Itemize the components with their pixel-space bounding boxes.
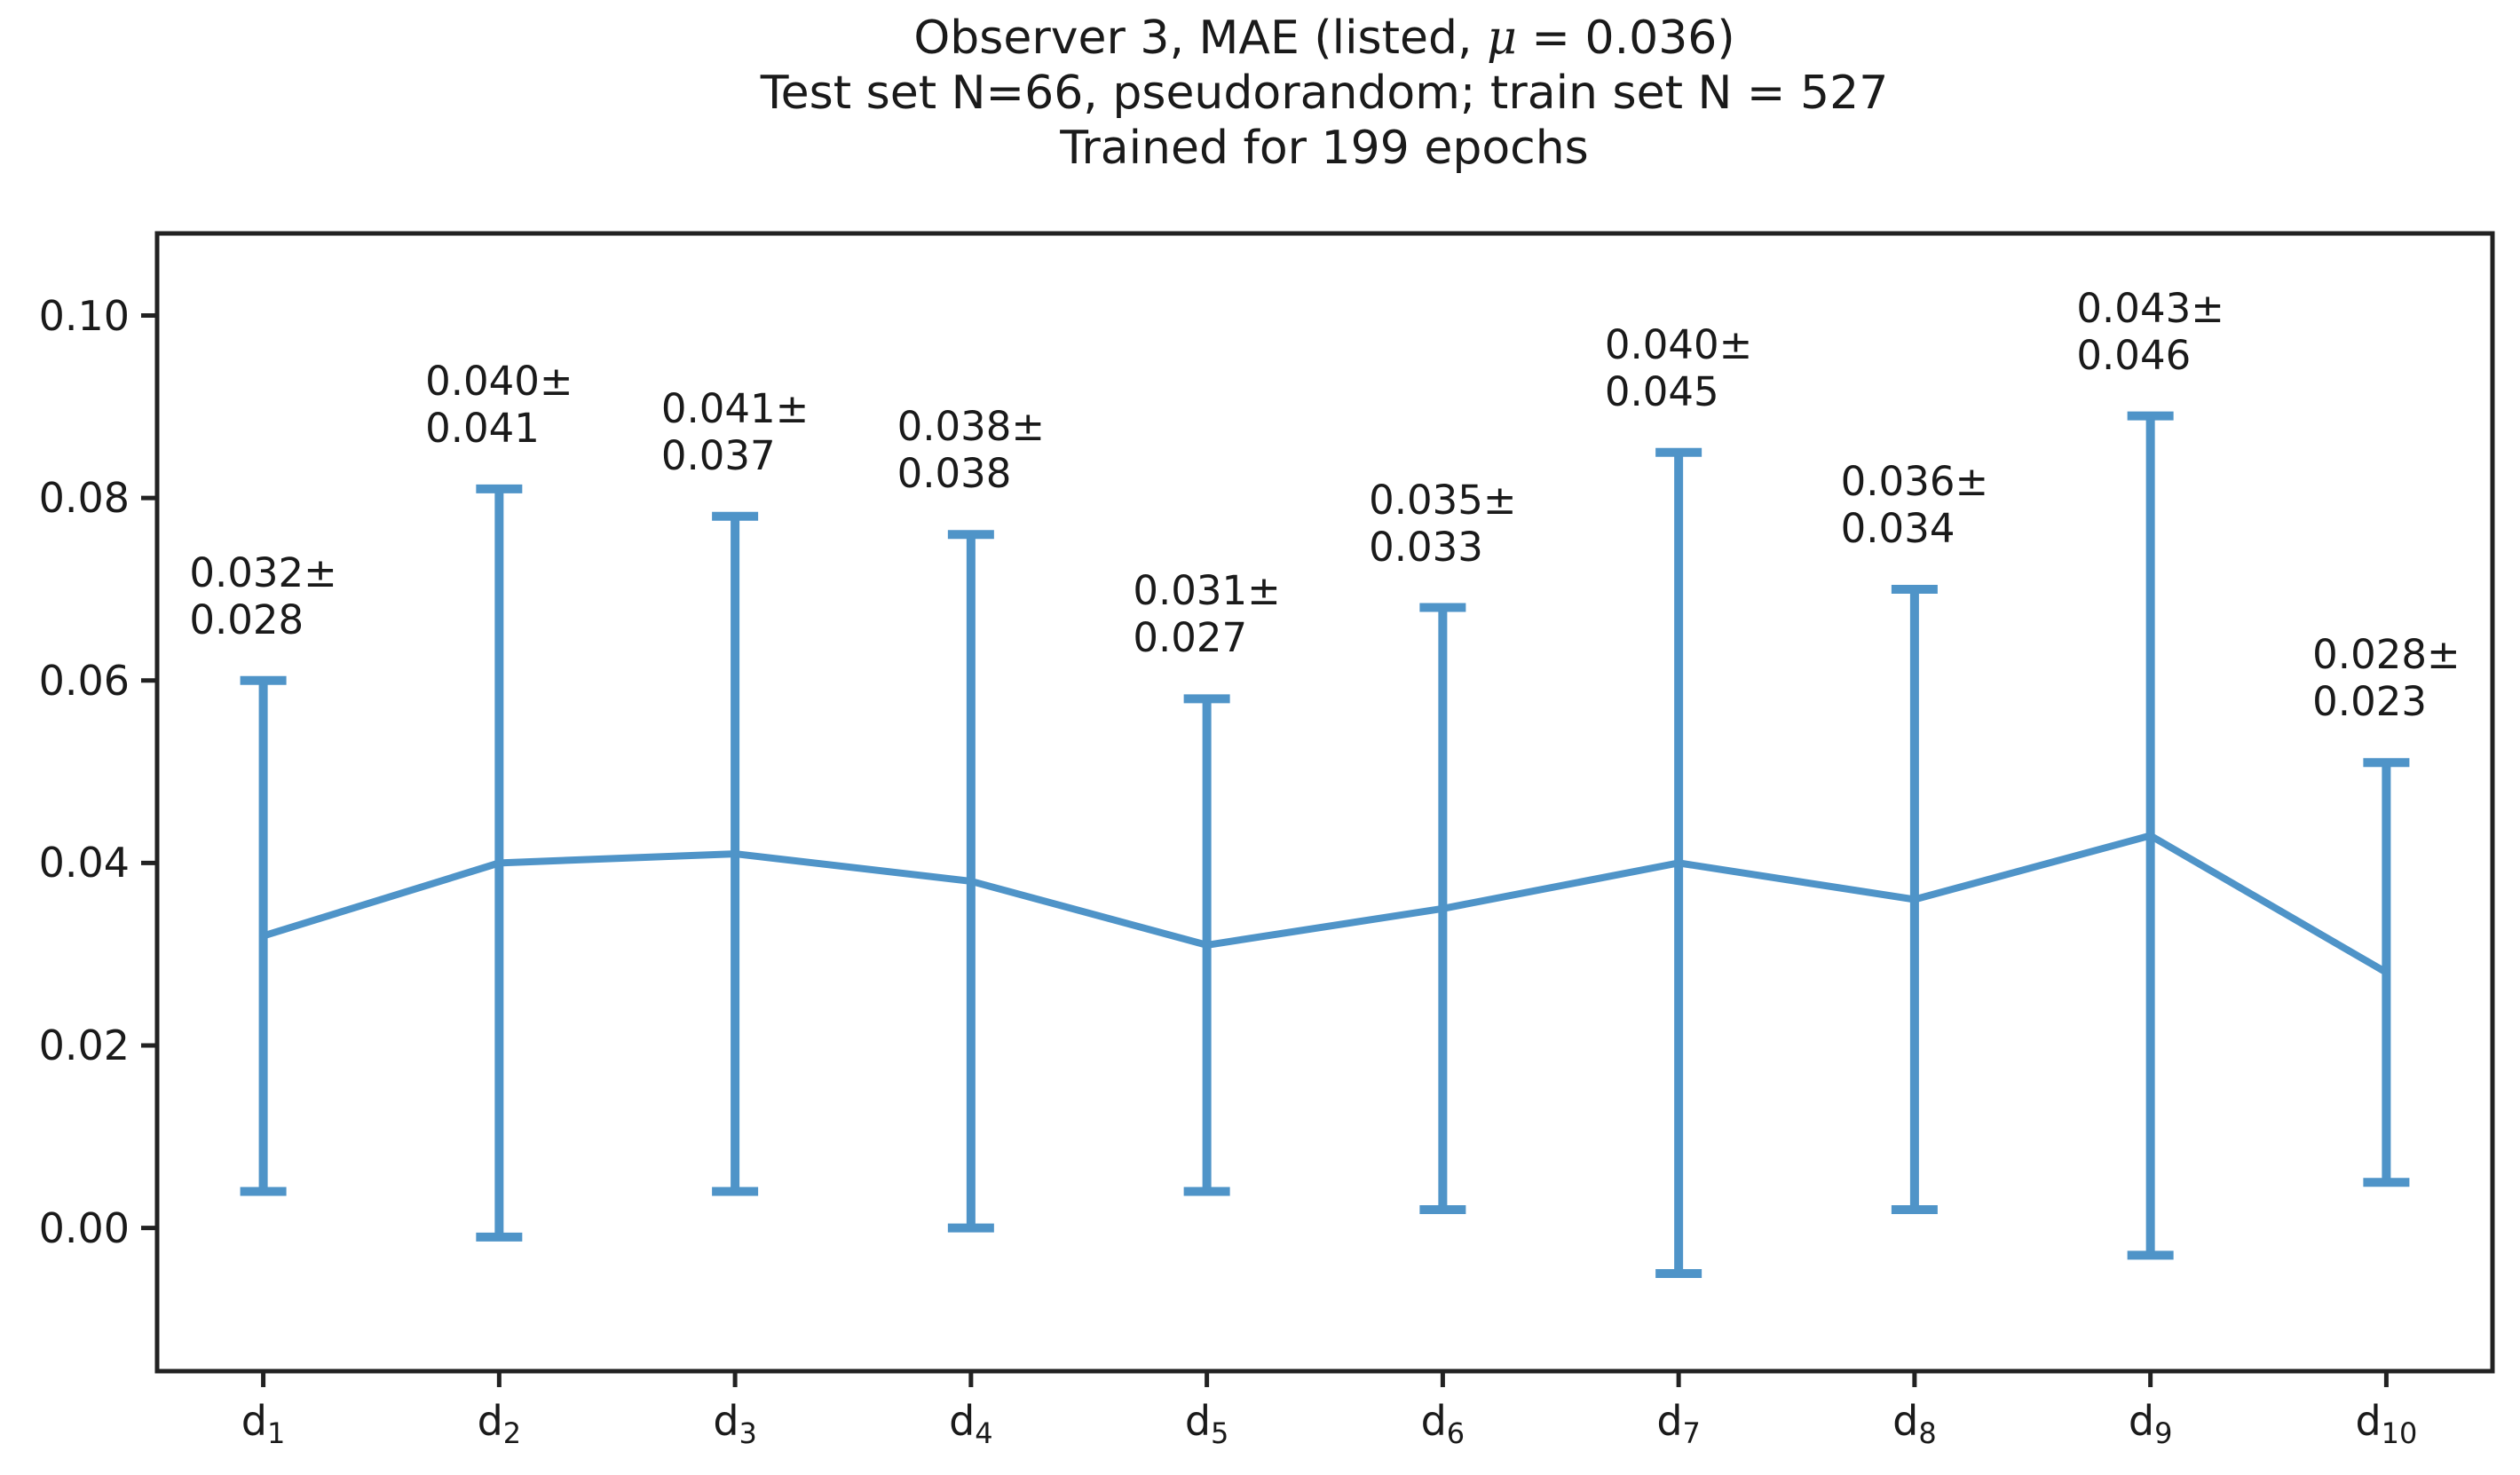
annotation-label: 0.040± 0.045 <box>1605 321 1753 415</box>
annotation-label: 0.040± 0.041 <box>425 358 573 452</box>
annotation-line-mean: 0.032± <box>189 548 337 596</box>
x-tick-label: d3 <box>713 1397 757 1450</box>
x-tick-label: d1 <box>241 1397 286 1450</box>
annotation-line-std: 0.046 <box>2076 331 2192 379</box>
annotation-line-std: 0.033 <box>1369 523 1483 571</box>
y-tick-label: 0.04 <box>38 839 130 887</box>
y-tick-label: 0.08 <box>38 474 130 523</box>
chart-subtitle-2: Trained for 199 epochs <box>1060 122 1589 175</box>
annotation-label: 0.028± 0.023 <box>2312 631 2461 725</box>
annotation-line-std: 0.038 <box>897 450 1012 498</box>
chart-subtitle: Test set N=66, pseudorandom; train set N… <box>760 67 1889 120</box>
x-tick-subscript: 9 <box>2154 1416 2173 1450</box>
annotation-line-mean: 0.041± <box>660 384 810 432</box>
mean-line <box>259 832 2390 976</box>
chart-title: Observer 3, MAE (listed, μ = 0.036) Test… <box>761 11 1889 176</box>
annotation-line-std: 0.037 <box>660 431 776 479</box>
y-tick-label: 0.00 <box>38 1203 130 1252</box>
y-tick-label: 0.06 <box>38 656 130 705</box>
annotation-line-mean: 0.031± <box>1133 567 1281 615</box>
x-tick-label: d7 <box>1656 1397 1701 1450</box>
x-tick-label: d9 <box>2128 1397 2173 1450</box>
x-tick-subscript: 4 <box>975 1416 993 1450</box>
x-tick-label: d8 <box>1892 1397 1937 1450</box>
x-tick-subscript: 8 <box>1918 1416 1937 1450</box>
annotation-line-std: 0.027 <box>1133 614 1248 662</box>
x-tick-label: d5 <box>1184 1397 1229 1450</box>
x-tick-subscript: 10 <box>2381 1416 2418 1450</box>
x-tick-label: d6 <box>1420 1397 1465 1450</box>
x-tick-subscript: 2 <box>502 1416 522 1450</box>
y-tick-label: 0.02 <box>38 1021 130 1069</box>
x-tick-subscript: 1 <box>267 1416 286 1450</box>
annotation-line-mean: 0.036± <box>1840 457 1989 505</box>
annotation-label: 0.038± 0.038 <box>897 403 1046 497</box>
mu-symbol: μ <box>1487 12 1517 65</box>
x-tick-label: d10 <box>2355 1397 2418 1450</box>
annotation-line-mean: 0.038± <box>897 403 1046 451</box>
annotation-line-mean: 0.035± <box>1369 476 1517 524</box>
chart-title-line1-post: = 0.036) <box>1516 12 1735 65</box>
x-tick-label: d2 <box>477 1397 522 1450</box>
annotation-line-std: 0.023 <box>2312 678 2427 726</box>
x-tick-subscript: 6 <box>1446 1416 1465 1450</box>
chart-title-line1-pre: Observer 3, MAE (listed, <box>913 12 1488 65</box>
annotation-line-std: 0.045 <box>1604 367 1719 415</box>
annotation-line-std: 0.041 <box>425 404 540 452</box>
annotation-line-mean: 0.043± <box>2076 284 2224 332</box>
annotation-label: 0.041± 0.037 <box>661 385 810 479</box>
annotation-label: 0.031± 0.027 <box>1133 567 1281 661</box>
annotation-label: 0.032± 0.028 <box>189 549 337 643</box>
annotation-line-std: 0.028 <box>189 596 304 643</box>
annotation-label: 0.036± 0.034 <box>1841 458 1989 552</box>
x-tick-label: d4 <box>949 1397 993 1450</box>
annotation-line-mean: 0.040± <box>425 357 573 405</box>
axes-frame <box>154 231 2495 1374</box>
annotation-line-mean: 0.028± <box>2312 631 2461 679</box>
chart-title-line1: Observer 3, MAE (listed, μ = 0.036) <box>761 11 1889 66</box>
x-tick-subscript: 5 <box>1211 1416 1229 1450</box>
y-tick-label: 0.10 <box>38 291 130 340</box>
x-tick-subscript: 3 <box>739 1416 757 1450</box>
annotation-line-std: 0.034 <box>1840 504 1955 552</box>
annotation-label: 0.035± 0.033 <box>1369 477 1517 571</box>
annotation-label: 0.043± 0.046 <box>2076 285 2224 379</box>
annotation-line-mean: 0.040± <box>1604 320 1753 368</box>
x-tick-subscript: 7 <box>1682 1416 1701 1450</box>
